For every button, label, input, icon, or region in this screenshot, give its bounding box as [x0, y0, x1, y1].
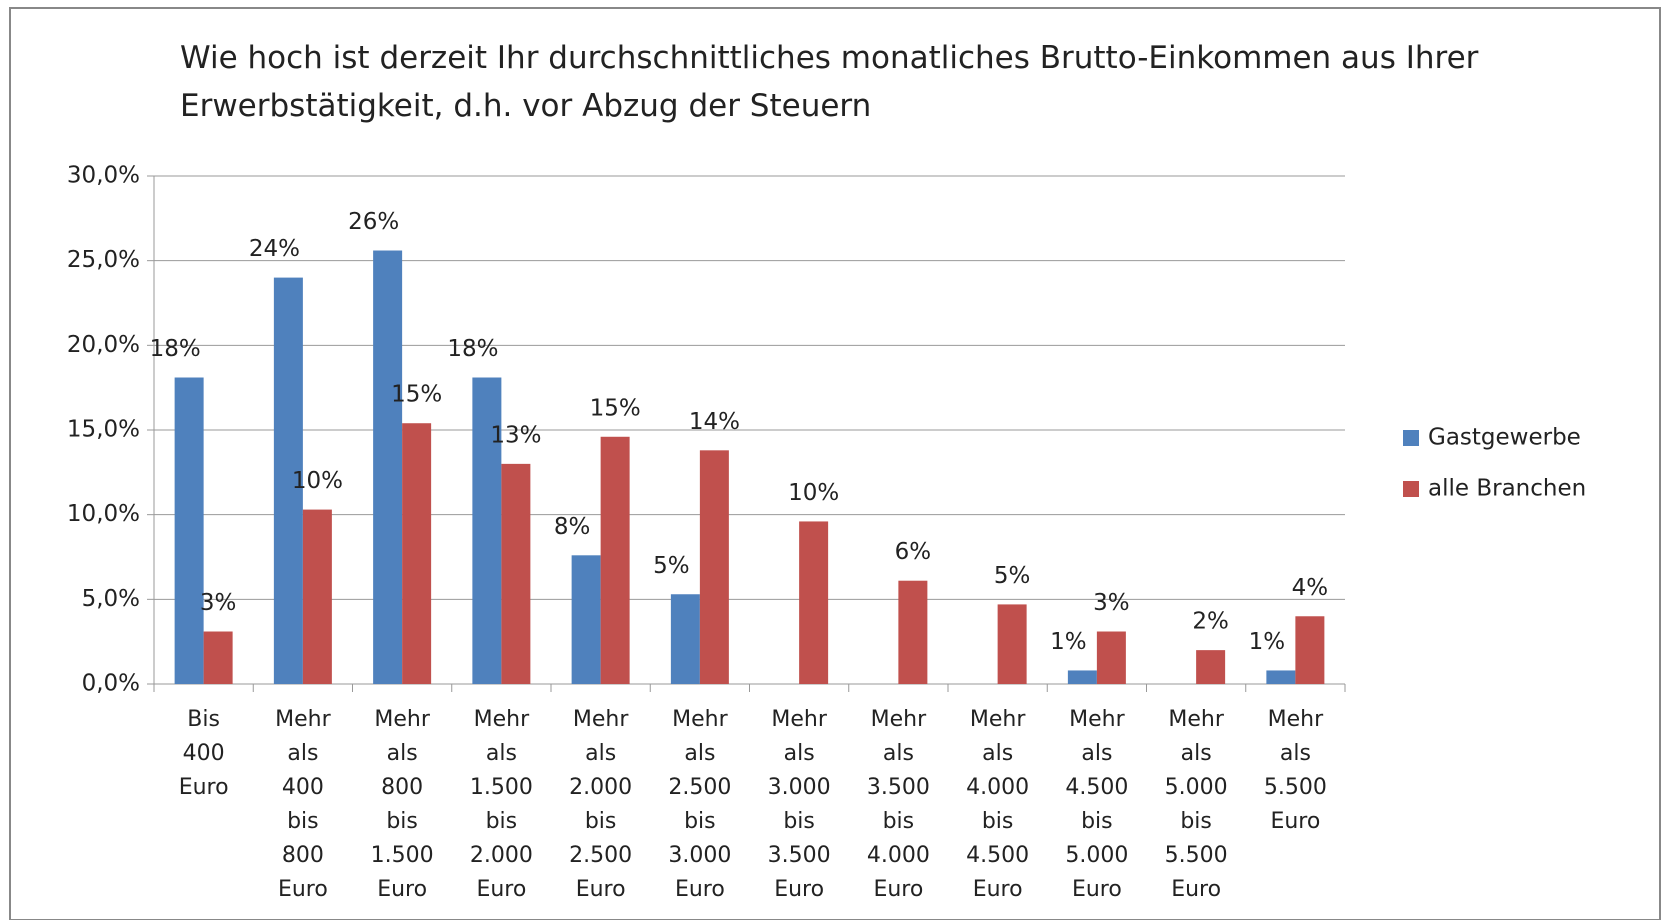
x-tick-label: Mehr als 1.500 bis 2.000 Euro	[469, 707, 533, 902]
data-label: 3%	[200, 590, 237, 616]
bar	[670, 594, 700, 684]
data-label: 26%	[348, 209, 399, 235]
data-label: 24%	[249, 236, 300, 262]
legend-swatch	[1403, 481, 1419, 497]
y-tick-label: 0,0%	[82, 671, 140, 697]
bar	[1295, 616, 1325, 684]
data-label: 1%	[1050, 629, 1087, 655]
y-tick-label: 10,0%	[67, 501, 140, 527]
bar	[174, 377, 204, 684]
y-tick-label: 30,0%	[67, 163, 140, 189]
legend-label: Gastgewerbe	[1428, 425, 1581, 451]
data-label: 6%	[895, 539, 932, 565]
data-label: 10%	[292, 468, 343, 494]
x-tick-label: Mehr als 800 bis 1.500 Euro	[370, 707, 434, 902]
bar	[997, 604, 1027, 684]
legend-label: alle Branchen	[1428, 476, 1586, 502]
x-tick-label: Mehr als 3.500 bis 4.000 Euro	[866, 707, 930, 902]
x-tick-label: Mehr als 4.500 bis 5.000 Euro	[1065, 707, 1129, 902]
x-tick-label: Mehr als 4.000 bis 4.500 Euro	[966, 707, 1030, 902]
data-label: 15%	[590, 395, 641, 421]
x-tick-label: Mehr als 400 bis 800 Euro	[275, 707, 331, 902]
x-tick-label: Mehr als 2.500 bis 3.000 Euro	[668, 707, 732, 902]
y-tick-label: 15,0%	[67, 417, 140, 443]
data-label: 5%	[653, 553, 690, 579]
bar	[273, 277, 303, 684]
x-tick-label: Mehr als 5.500 Euro	[1263, 707, 1327, 834]
x-tick-label: Bis 400 Euro	[178, 707, 229, 800]
bar	[472, 377, 502, 684]
legend-swatch	[1403, 430, 1419, 446]
bar	[799, 521, 829, 684]
data-label: 3%	[1093, 590, 1130, 616]
bar	[600, 436, 630, 684]
data-label: 15%	[391, 382, 442, 408]
data-label: 5%	[994, 563, 1031, 589]
data-label: 2%	[1192, 609, 1229, 635]
bar	[302, 509, 332, 684]
bar	[699, 450, 729, 684]
data-label: 13%	[490, 422, 541, 448]
bar	[373, 250, 403, 685]
bar	[571, 555, 601, 684]
data-label: 18%	[447, 336, 498, 362]
bar	[1196, 650, 1226, 684]
y-tick-label: 5,0%	[82, 586, 140, 612]
data-label: 14%	[689, 409, 740, 435]
bar	[898, 580, 928, 684]
data-label: 1%	[1249, 629, 1286, 655]
bar	[402, 423, 432, 684]
x-tick-label: Mehr als 2.000 bis 2.500 Euro	[569, 707, 633, 902]
x-tick-label: Mehr als 5.000 bis 5.500 Euro	[1164, 707, 1228, 902]
data-label: 10%	[788, 480, 839, 506]
frame	[9, 7, 1661, 920]
bar	[1096, 631, 1126, 684]
y-tick-label: 25,0%	[67, 247, 140, 273]
bar	[1067, 670, 1097, 684]
bar	[1266, 670, 1296, 684]
x-tick-label: Mehr als 3.000 bis 3.500 Euro	[767, 707, 831, 902]
data-label: 8%	[554, 514, 591, 540]
data-label: 4%	[1292, 575, 1329, 601]
bar	[203, 631, 233, 684]
y-tick-label: 20,0%	[67, 332, 140, 358]
bar	[501, 463, 531, 684]
data-label: 18%	[150, 336, 201, 362]
chart-title: Wie hoch ist derzeit Ihr durchschnittlic…	[180, 40, 1479, 124]
